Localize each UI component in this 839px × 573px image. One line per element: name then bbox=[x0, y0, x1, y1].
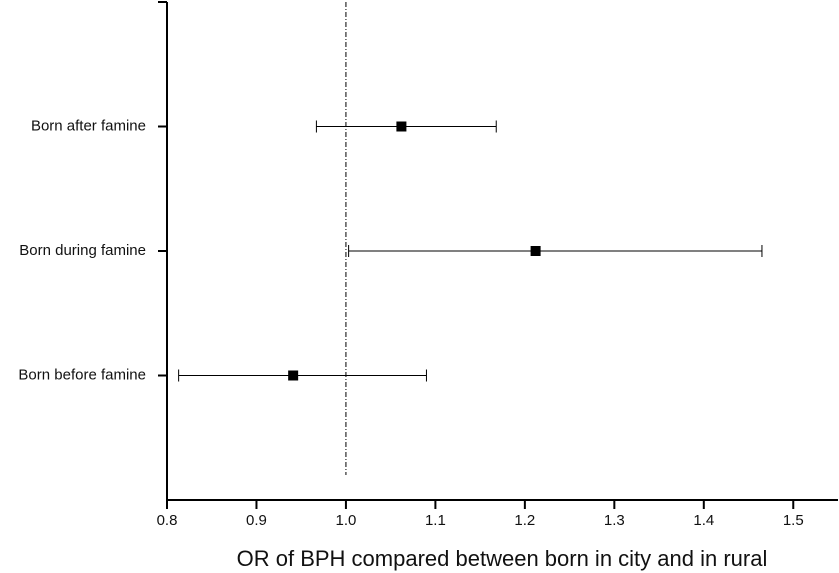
x-axis-title: OR of BPH compared between born in city … bbox=[237, 546, 768, 571]
point-estimate bbox=[530, 246, 541, 256]
x-tick-label: 1.2 bbox=[514, 512, 535, 529]
point-estimate bbox=[288, 370, 299, 381]
point-estimate bbox=[396, 121, 407, 132]
y-tick-label: Born during famine bbox=[19, 242, 146, 259]
x-tick-label: 1.5 bbox=[783, 512, 804, 529]
x-tick-label: 0.8 bbox=[157, 512, 178, 529]
x-tick-label: 0.9 bbox=[246, 512, 267, 529]
x-tick-label: 1.1 bbox=[425, 512, 446, 529]
x-tick-label: 1.3 bbox=[604, 512, 625, 529]
y-tick-label: Born before famine bbox=[18, 366, 146, 383]
x-tick-label: 1.4 bbox=[693, 512, 714, 529]
x-tick-label: 1.0 bbox=[336, 512, 357, 529]
y-tick-label: Born after famine bbox=[31, 117, 146, 134]
